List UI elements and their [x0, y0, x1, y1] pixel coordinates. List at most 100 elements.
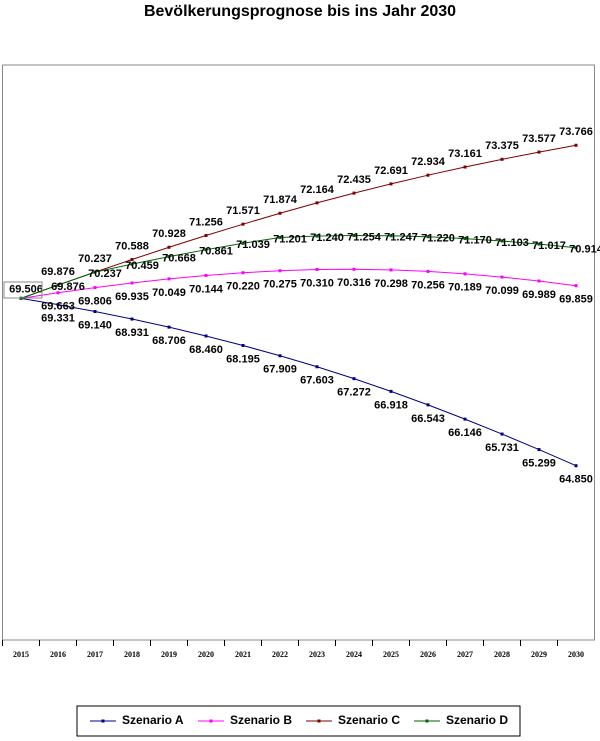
data-point	[130, 317, 134, 321]
x-tick-label: 2023	[309, 650, 325, 659]
data-point	[315, 234, 319, 238]
x-tick-label: 2024	[346, 650, 362, 659]
data-point	[389, 234, 393, 238]
data-point	[93, 286, 97, 290]
data-point	[426, 235, 430, 239]
value-label: 68.195	[226, 353, 260, 365]
x-tick-label: 2030	[568, 650, 584, 659]
data-point	[426, 173, 430, 177]
data-point	[574, 246, 578, 250]
data-point	[574, 464, 578, 468]
value-label: 73.161	[448, 148, 482, 160]
value-label: 64.850	[559, 474, 593, 486]
value-label: 70.459	[125, 260, 159, 272]
x-tick-label: 2021	[235, 650, 251, 659]
value-label: 70.189	[448, 282, 482, 294]
data-point	[241, 241, 245, 245]
value-label: 72.164	[300, 184, 335, 196]
data-point	[241, 271, 245, 275]
data-point	[167, 245, 171, 249]
x-tick-label: 2017	[87, 650, 103, 659]
data-point	[352, 191, 356, 195]
data-point	[463, 272, 467, 276]
data-point	[426, 403, 430, 407]
data-point	[537, 448, 541, 452]
x-tick-label: 2016	[50, 650, 66, 659]
value-label: 66.543	[411, 413, 445, 425]
value-label: 67.909	[263, 364, 297, 376]
data-point	[56, 291, 60, 295]
series-line	[20, 144, 577, 299]
data-point	[463, 165, 467, 169]
value-label: 70.049	[152, 287, 186, 299]
data-point	[352, 267, 356, 271]
value-label: 69.506	[9, 283, 43, 295]
value-label: 70.237	[78, 253, 112, 265]
value-label: 71.874	[263, 194, 298, 206]
x-tick-label: 2025	[383, 650, 399, 659]
value-label: 73.766	[559, 126, 593, 138]
value-label: 73.577	[522, 133, 556, 145]
data-point	[278, 211, 282, 215]
x-tick-label: 2022	[272, 650, 288, 659]
value-label: 70.144	[189, 283, 224, 295]
value-label: 67.272	[337, 387, 371, 399]
legend	[76, 705, 521, 737]
value-label: 68.460	[189, 344, 223, 356]
data-point	[167, 277, 171, 281]
chart-title: Bevölkerungsprognose bis ins Jahr 2030	[144, 3, 456, 20]
data-point	[130, 281, 134, 285]
data-point	[463, 237, 467, 241]
value-label: 71.571	[226, 205, 260, 217]
data-point	[500, 275, 504, 279]
data-point	[574, 143, 578, 147]
x-tick-label: 2026	[420, 650, 436, 659]
data-point	[204, 248, 208, 252]
value-label: 69.806	[78, 296, 112, 308]
data-point	[204, 273, 208, 277]
value-label: 70.220	[226, 281, 260, 293]
value-label: 71.256	[189, 216, 223, 228]
x-tick-label: 2027	[457, 650, 473, 659]
value-label: 71.240	[310, 232, 344, 244]
data-point	[574, 284, 578, 288]
data-point	[93, 270, 97, 274]
data-point	[167, 255, 171, 259]
data-point	[500, 432, 504, 436]
value-label: 71.220	[421, 233, 455, 245]
value-label: 70.861	[199, 246, 233, 258]
data-point	[167, 325, 171, 329]
legend-label: Szenario B	[230, 713, 292, 727]
value-label: 69.663	[41, 301, 75, 313]
legend-marker	[317, 719, 321, 723]
data-point	[352, 234, 356, 238]
value-label: 71.247	[384, 232, 418, 244]
value-label: 71.170	[458, 234, 492, 246]
value-label: 72.691	[374, 165, 408, 177]
data-point	[389, 389, 393, 393]
value-label: 71.103	[495, 237, 529, 249]
data-point	[56, 283, 60, 287]
data-point	[426, 269, 430, 273]
data-point	[56, 303, 60, 307]
value-label: 69.935	[115, 291, 149, 303]
value-label: 66.918	[374, 399, 408, 411]
series-line	[20, 235, 577, 299]
data-point	[315, 365, 319, 369]
value-label: 70.237	[88, 268, 122, 280]
value-label: 70.298	[374, 278, 408, 290]
value-label: 67.603	[300, 375, 334, 387]
value-label: 71.039	[236, 239, 270, 251]
value-label: 73.375	[485, 140, 519, 152]
data-point	[463, 417, 467, 421]
data-point	[278, 269, 282, 273]
data-point	[241, 222, 245, 226]
x-tick-label: 2019	[161, 650, 177, 659]
data-point	[500, 157, 504, 161]
value-label: 69.331	[41, 313, 75, 325]
x-tick-label: 2029	[531, 650, 547, 659]
data-point	[130, 262, 134, 266]
legend-label: Szenario C	[338, 713, 400, 727]
value-label: 70.310	[300, 277, 334, 289]
